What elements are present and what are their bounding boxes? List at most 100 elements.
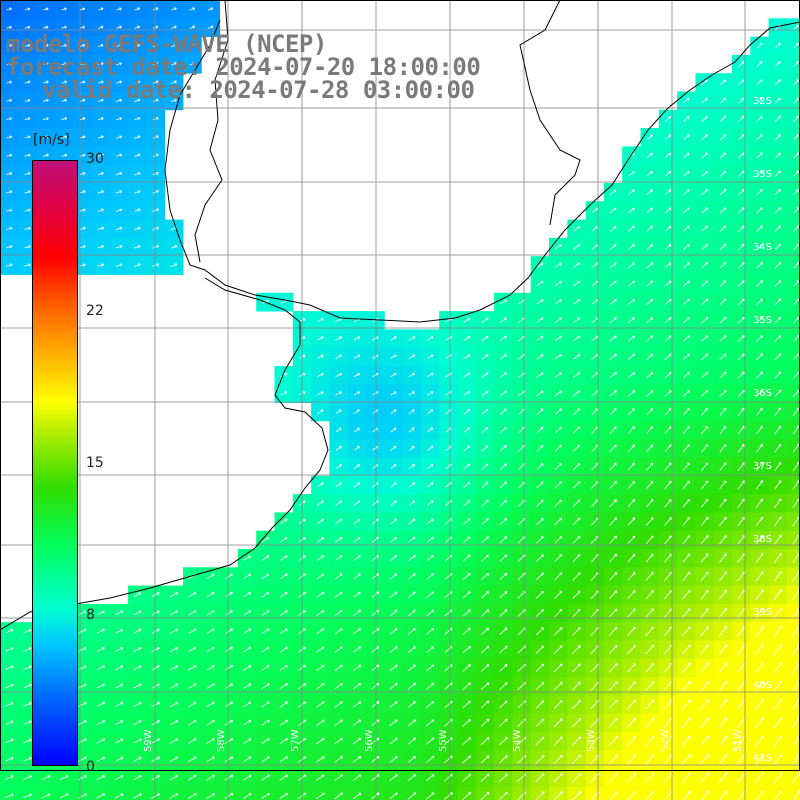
wind-arrow <box>261 701 270 708</box>
wind-arrow <box>499 390 507 397</box>
wind-arrow <box>554 572 563 581</box>
wind-arrow <box>683 97 690 104</box>
wind-arrow <box>132 756 142 762</box>
wind-arrow <box>683 189 690 196</box>
wind-arrow <box>609 207 617 214</box>
wind-arrow <box>408 591 416 598</box>
wind-arrow <box>664 444 672 453</box>
wind-arrow <box>627 590 636 600</box>
coastline-southwest <box>0 277 329 631</box>
wind-cell <box>640 786 660 800</box>
wind-arrow <box>79 98 86 102</box>
wind-arrow <box>627 462 636 471</box>
wind-arrow <box>426 336 434 341</box>
wind-arrow <box>169 720 179 726</box>
wind-arrow <box>59 793 69 799</box>
lat-label: 40S <box>753 680 772 691</box>
wind-arrow <box>664 353 672 361</box>
wind-arrow <box>646 444 654 453</box>
wind-arrow <box>682 243 690 251</box>
wind-arrow <box>133 720 142 726</box>
wind-arrow <box>627 626 636 636</box>
wind-arrow <box>572 317 581 324</box>
wind-arrow <box>134 80 141 84</box>
wind-arrow <box>554 372 562 378</box>
wind-arrow <box>352 719 362 727</box>
wind-cell <box>786 677 800 696</box>
wind-arrow <box>188 592 197 598</box>
wind-cell <box>786 658 800 678</box>
wind-arrow <box>206 756 215 763</box>
wind-arrow <box>572 645 581 654</box>
wind-arrow <box>115 135 123 139</box>
wind-arrow <box>242 683 252 690</box>
wind-arrow <box>499 317 507 323</box>
wind-arrow <box>793 60 800 68</box>
wind-arrow <box>371 628 380 635</box>
wind-arrow <box>5 263 13 267</box>
wind-arrow <box>572 663 581 673</box>
wind-arrow <box>426 609 435 617</box>
wind-arrow <box>535 554 544 562</box>
wind-arrow <box>681 717 691 729</box>
wind-arrow <box>700 662 710 674</box>
wind-arrow <box>279 610 288 616</box>
wind-cell <box>786 475 800 495</box>
wind-arrow <box>4 756 14 762</box>
wind-arrow <box>316 774 325 781</box>
wind-arrow <box>206 628 215 634</box>
wind-arrow <box>280 372 288 378</box>
wind-arrow <box>134 7 141 11</box>
wind-arrow <box>737 389 745 397</box>
wind-arrow <box>242 774 252 781</box>
wind-arrow <box>535 773 545 783</box>
wind-arrow <box>462 718 472 727</box>
wind-arrow <box>774 261 782 269</box>
wind-arrow <box>627 353 636 360</box>
wind-arrow <box>626 735 637 747</box>
wind-arrow <box>97 98 104 102</box>
wind-arrow <box>793 79 800 86</box>
wind-arrow <box>719 298 727 306</box>
wind-arrow <box>682 317 690 324</box>
wind-arrow <box>572 426 581 434</box>
wind-arrow <box>756 261 763 269</box>
wind-cell <box>786 237 800 257</box>
wind-arrow <box>335 372 342 378</box>
wind-arrow <box>774 480 782 490</box>
wind-arrow <box>261 628 270 635</box>
wind-arrow <box>352 737 362 745</box>
wind-arrow <box>480 755 490 764</box>
wind-arrow <box>187 756 197 763</box>
wind-arrow <box>152 226 159 231</box>
wind-arrow <box>773 571 782 582</box>
wind-arrow <box>206 573 215 579</box>
wind-arrow <box>334 573 343 580</box>
wind-arrow <box>683 170 690 177</box>
wind-arrow <box>334 555 343 562</box>
wind-arrow <box>335 409 342 415</box>
wind-arrow <box>152 7 159 11</box>
wind-arrow <box>701 134 708 141</box>
wind-arrow <box>116 80 122 84</box>
wind-cell <box>786 750 800 769</box>
wind-arrow <box>169 683 179 689</box>
wind-arrow <box>773 589 782 601</box>
wind-arrow <box>242 792 252 800</box>
wind-arrow <box>682 589 691 600</box>
wind-arrow <box>773 772 783 784</box>
wind-arrow <box>97 190 104 194</box>
wind-arrow <box>737 243 745 251</box>
wind-arrow <box>536 299 544 305</box>
wind-arrow <box>261 756 270 763</box>
wind-arrow <box>499 590 508 599</box>
wind-arrow <box>354 409 360 415</box>
wind-arrow <box>645 681 655 692</box>
lat-label: 32S <box>753 96 772 107</box>
wind-cell <box>786 18 800 37</box>
wind-arrow <box>792 425 800 435</box>
wind-arrow <box>224 738 234 744</box>
wind-arrow <box>97 226 105 231</box>
wind-arrow <box>701 407 708 416</box>
wind-cell <box>237 786 257 800</box>
